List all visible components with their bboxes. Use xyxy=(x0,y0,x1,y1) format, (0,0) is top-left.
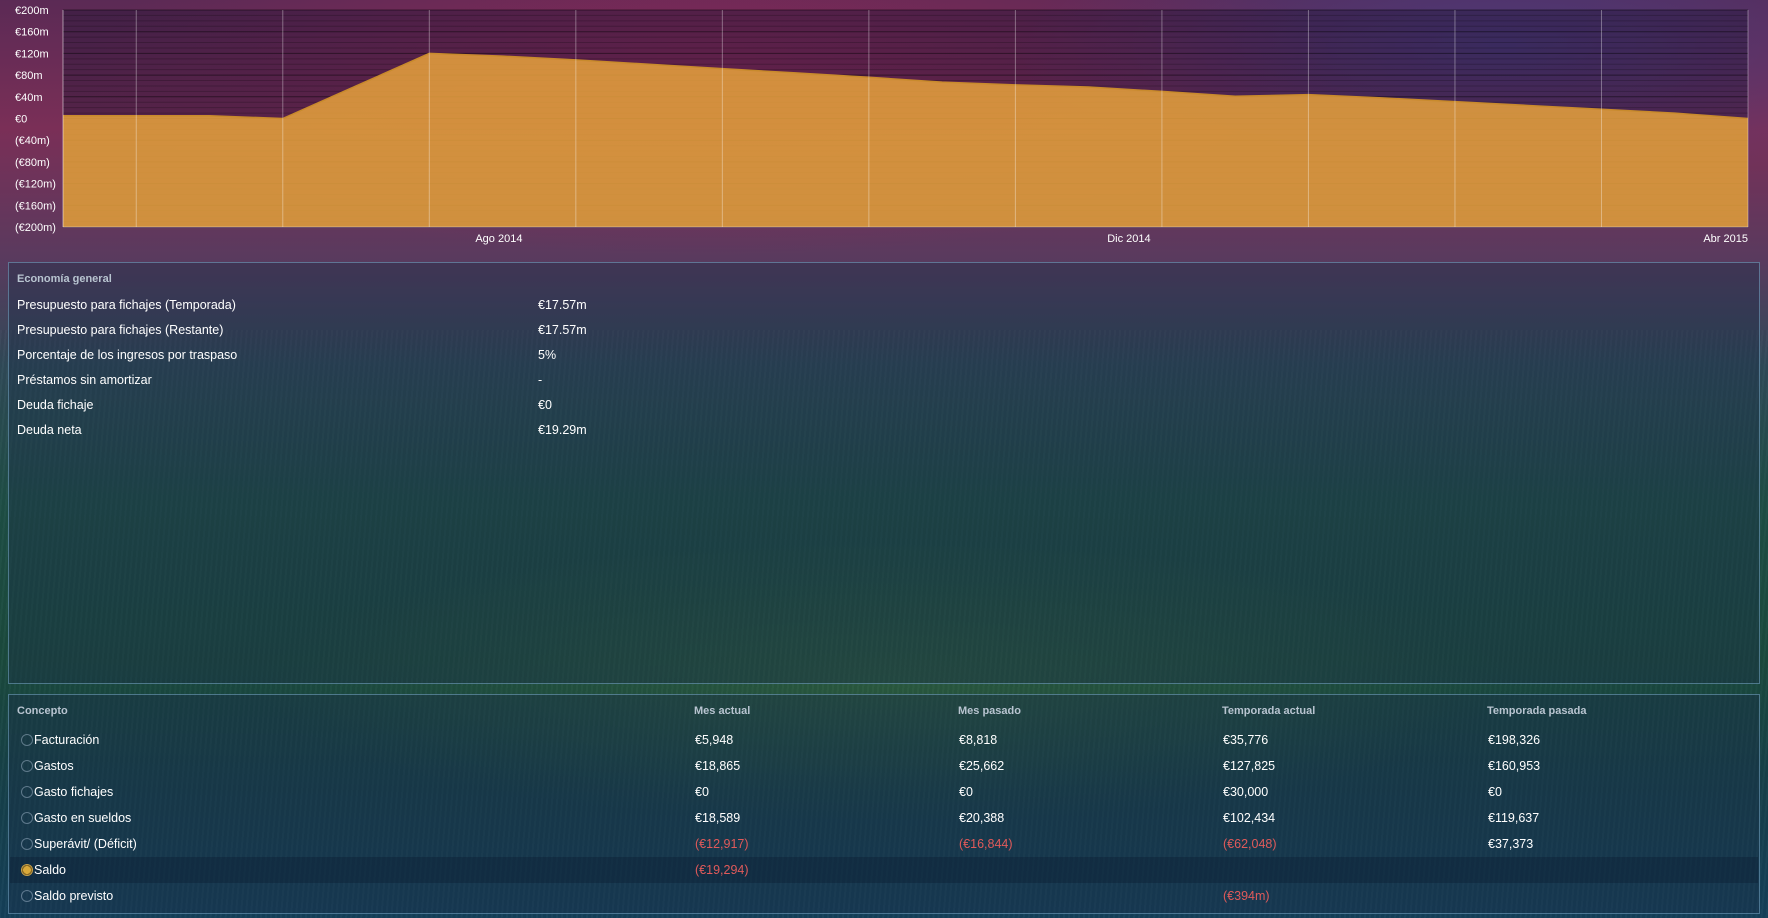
cell-current-season: (€62,048) xyxy=(1223,837,1277,851)
x-tick-label: Ago 2014 xyxy=(475,233,522,245)
economy-overview-panel: Economía general Presupuesto para fichaj… xyxy=(8,262,1760,684)
economy-row-value: 5% xyxy=(538,348,557,362)
cell-current-month: €0 xyxy=(695,785,709,799)
economy-row-value: €19.29m xyxy=(538,423,587,437)
economy-row-value: €17.57m xyxy=(538,323,587,337)
economy-row: Presupuesto para fichajes (Restante) €17.… xyxy=(17,319,917,341)
y-tick-label: €160m xyxy=(15,27,49,39)
table-row[interactable]: Saldo (€19,294) xyxy=(10,857,1758,883)
cell-previous-month: €25,662 xyxy=(959,759,1005,773)
cell-last-season: €198,326 xyxy=(1488,733,1541,747)
cell-concept: Saldo xyxy=(34,863,66,877)
economy-row-value: €17.57m xyxy=(538,298,587,312)
cell-concept: Gasto en sueldos xyxy=(34,811,132,825)
cell-last-season: €119,637 xyxy=(1488,811,1540,825)
loading-ring-icon xyxy=(21,734,33,746)
cell-concept: Superávit/ (Déficit) xyxy=(34,837,137,851)
loading-ring-icon xyxy=(21,760,33,772)
cell-current-season: €127,825 xyxy=(1223,759,1276,773)
cell-previous-month: (€16,844) xyxy=(959,837,1013,851)
loading-ring-icon xyxy=(21,890,33,902)
y-tick-label: €40m xyxy=(15,92,43,104)
column-header-concept[interactable]: Concepto xyxy=(17,705,68,717)
cell-concept: Gasto fichajes xyxy=(34,785,114,799)
cell-current-season: €35,776 xyxy=(1223,733,1269,747)
x-tick-label: Abr 2015 xyxy=(1703,233,1748,245)
table-row[interactable]: Gastos €18,865 €25,662 €127,825 €160,953 xyxy=(10,753,1758,779)
economy-row-label: Préstamos sin amortizar xyxy=(17,373,152,387)
economy-row: Préstamos sin amortizar - xyxy=(17,369,917,391)
column-header-current-season[interactable]: Temporada actual xyxy=(1222,705,1316,717)
economy-row: Presupuesto para fichajes (Temporada) €17… xyxy=(17,294,917,316)
economy-row-label: Deuda neta xyxy=(17,423,82,437)
coin-icon xyxy=(21,864,33,876)
table-row[interactable]: Gasto en sueldos €18,589 €20,388 €102,434 €1… xyxy=(10,805,1758,831)
cell-previous-month: €8,818 xyxy=(959,733,998,747)
y-tick-label: (€160m) xyxy=(15,200,56,212)
y-tick-label: €0 xyxy=(15,114,27,126)
cell-current-season: €30,000 xyxy=(1223,785,1269,799)
economy-row-value: €0 xyxy=(538,398,552,412)
cell-previous-month: €0 xyxy=(959,785,973,799)
y-tick-label: (€40m) xyxy=(15,135,50,147)
finance-summary-table: Concepto Mes actual Mes pasado Temporada… xyxy=(8,694,1760,914)
economy-row-label: Presupuesto para fichajes (Temporada) xyxy=(17,298,236,312)
column-header-current-month[interactable]: Mes actual xyxy=(694,705,751,717)
economy-row-label: Presupuesto para fichajes (Restante) xyxy=(17,323,224,337)
economy-row-value: - xyxy=(538,373,543,387)
economy-row: Deuda fichaje €0 xyxy=(17,394,917,416)
cell-current-season: €102,434 xyxy=(1223,811,1276,825)
balance-area xyxy=(63,53,1748,228)
cell-concept: Facturación xyxy=(34,733,100,747)
y-tick-label: €200m xyxy=(15,5,49,17)
cell-current-month: €18,865 xyxy=(695,759,741,773)
cell-last-season: €160,953 xyxy=(1488,759,1541,773)
cell-concept: Gastos xyxy=(34,759,74,773)
y-tick-label: (€200m) xyxy=(15,222,56,234)
loading-ring-icon xyxy=(21,786,33,798)
economy-row: Porcentaje de los ingresos por traspaso 5… xyxy=(17,344,917,366)
cell-current-month: (€19,294) xyxy=(695,863,749,877)
column-header-last-season[interactable]: Temporada pasada xyxy=(1487,705,1587,717)
y-tick-label: €80m xyxy=(15,70,43,82)
table-row[interactable]: Facturación €5,948 €8,818 €35,776 €198,326 xyxy=(10,727,1758,753)
cell-current-month: (€12,917) xyxy=(695,837,749,851)
balance-line xyxy=(63,52,1749,120)
table-row[interactable]: Gasto fichajes €0 €0 €30,000 €0 xyxy=(10,779,1758,805)
balance-chart: €200m €160m €120m €80m €40m €0 (€40m) (€80m) (€1… xyxy=(0,0,1768,255)
cell-last-season: €37,373 xyxy=(1488,837,1534,851)
cell-current-season: (€394m) xyxy=(1223,889,1270,903)
economy-panel-title: Economía general xyxy=(17,273,112,285)
cell-previous-month: €20,388 xyxy=(959,811,1005,825)
balance-chart-svg: €200m €160m €120m €80m €40m €0 (€40m) (€80m) (€1… xyxy=(15,5,1749,245)
y-tick-label: (€80m) xyxy=(15,157,50,169)
loading-ring-icon xyxy=(21,812,33,824)
y-tick-label: €120m xyxy=(15,48,49,60)
economy-row-label: Porcentaje de los ingresos por traspaso xyxy=(17,348,238,362)
y-tick-label: (€120m) xyxy=(15,179,56,191)
x-tick-label: Dic 2014 xyxy=(1107,233,1150,245)
table-row[interactable]: Superávit/ (Déficit) (€12,917) (€16,844) (€… xyxy=(10,831,1758,857)
cell-current-month: €18,589 xyxy=(695,811,741,825)
cell-current-month: €5,948 xyxy=(695,733,734,747)
table-row[interactable]: Saldo previsto (€394m) xyxy=(10,883,1758,909)
loading-ring-icon xyxy=(21,838,33,850)
cell-concept: Saldo previsto xyxy=(34,889,114,903)
column-header-previous-month[interactable]: Mes pasado xyxy=(958,705,1021,717)
cell-last-season: €0 xyxy=(1488,785,1502,799)
economy-row: Deuda neta €19.29m xyxy=(17,419,917,441)
economy-row-label: Deuda fichaje xyxy=(17,398,94,412)
